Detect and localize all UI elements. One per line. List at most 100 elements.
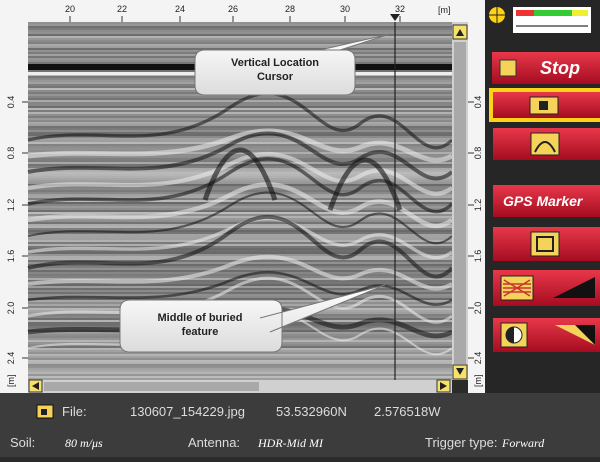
reflection-band — [28, 212, 452, 214]
file-icon-lens — [41, 409, 47, 415]
reflection-band — [28, 228, 452, 230]
reflection-band — [28, 120, 452, 122]
top-tick-label: 20 — [65, 4, 75, 14]
gps-marker-button[interactable]: GPS Marker — [493, 185, 600, 217]
reflection-band — [28, 266, 452, 268]
reflection-band — [28, 42, 452, 44]
left-tick-label: 1.6 — [6, 250, 16, 263]
right-tick-label: 2.4 — [473, 352, 483, 365]
contrast-button[interactable] — [493, 318, 600, 352]
reflection-band — [28, 38, 452, 40]
button-label: GPS Marker — [503, 193, 584, 209]
reflection-band — [28, 292, 452, 294]
zoom-button[interactable] — [493, 227, 600, 261]
reflection-band — [28, 362, 452, 364]
reflection-band — [28, 360, 452, 362]
reflection-band — [28, 208, 452, 210]
capture-button[interactable] — [489, 88, 600, 122]
reflection-band — [28, 44, 452, 46]
reflection-band — [28, 174, 452, 176]
reflection-band — [28, 374, 452, 376]
soil-value: 80 m/μs — [65, 436, 103, 450]
camera-lens — [539, 101, 548, 110]
v-scroll-thumb[interactable] — [454, 42, 466, 364]
callout-line: feature — [182, 326, 219, 338]
reflection-band — [28, 22, 452, 24]
reflection-band — [28, 36, 452, 38]
top-tick-label: 26 — [228, 4, 238, 14]
button-label: Stop — [540, 58, 580, 78]
meter-bar — [572, 10, 588, 16]
reflection-band — [28, 110, 452, 112]
reflection-band — [28, 106, 452, 108]
reflection-band — [28, 256, 452, 258]
reflection-band — [28, 252, 452, 254]
reflection-band — [28, 376, 452, 378]
reflection-band — [28, 220, 452, 222]
reflection-band — [28, 290, 452, 292]
reflection-band — [28, 46, 452, 48]
file-name: 130607_154229.jpg — [130, 404, 245, 419]
left-tick-label: 2.0 — [6, 302, 16, 315]
antenna-value: HDR-Mid MI — [257, 436, 324, 450]
top-unit: [m] — [438, 5, 451, 15]
meter-bar — [534, 10, 572, 16]
left-tick-label: 2.4 — [6, 352, 16, 365]
gpr-screen: 20 22 24 26 28 30 32 [m] [m] [m] Vertical Loca… — [0, 0, 600, 457]
latitude: 53.532960N — [276, 404, 347, 419]
top-tick-label: 32 — [395, 4, 405, 14]
callout-line: Middle of buried — [158, 312, 243, 324]
icon-box — [531, 232, 559, 256]
left-unit: [m] — [6, 375, 16, 388]
reflection-band — [28, 206, 452, 208]
reflection-band — [28, 288, 452, 290]
reflection-band — [28, 368, 452, 370]
reflection-band — [28, 130, 452, 132]
reflection-band — [28, 32, 452, 34]
right-tick-label: 2.0 — [473, 302, 483, 315]
stop-icon — [500, 60, 516, 76]
reflection-band — [28, 124, 452, 126]
reflection-band — [28, 372, 452, 374]
reflection-band — [28, 122, 452, 124]
reflection-band — [28, 378, 452, 380]
top-tick-label: 30 — [340, 4, 350, 14]
top-tick-label: 22 — [117, 4, 127, 14]
trigger-value: Forward — [501, 436, 545, 450]
filter-button[interactable] — [493, 270, 600, 306]
reflection-band — [28, 370, 452, 372]
reflection-band — [28, 28, 452, 30]
reflection-band — [28, 358, 452, 360]
h-scroll-thumb[interactable] — [44, 382, 259, 391]
meter-bar — [516, 10, 534, 16]
stop-button[interactable]: Stop — [492, 52, 600, 84]
left-tick-label: 1.2 — [6, 199, 16, 212]
trigger-label: Trigger type: — [425, 435, 498, 450]
reflection-band — [28, 162, 452, 164]
top-tick-label: 28 — [285, 4, 295, 14]
left-tick-label: 0.8 — [6, 147, 16, 160]
reflection-band — [28, 356, 452, 358]
reflection-band — [28, 238, 452, 240]
reflection-band — [28, 112, 452, 114]
reflection-band — [28, 104, 452, 106]
longitude: 2.576518W — [374, 404, 441, 419]
reflection-band — [28, 40, 452, 42]
top-tick-label: 24 — [175, 4, 185, 14]
reflection-band — [28, 364, 452, 366]
reflection-band — [28, 24, 452, 26]
left-ruler — [0, 0, 28, 393]
callout-line: Vertical Location — [231, 57, 319, 69]
reflection-band — [28, 254, 452, 256]
reflection-band — [28, 30, 452, 32]
file-label: File: — [62, 404, 87, 419]
right-unit: [m] — [473, 375, 483, 388]
hyperbola-button[interactable] — [493, 128, 600, 160]
left-tick-label: 0.4 — [6, 96, 16, 109]
right-tick-label: 0.8 — [473, 147, 483, 160]
reflection-band — [28, 128, 452, 130]
reflection-band — [28, 126, 452, 128]
right-tick-label: 1.2 — [473, 199, 483, 212]
right-tick-label: 0.4 — [473, 96, 483, 109]
soil-label: Soil: — [10, 435, 35, 450]
